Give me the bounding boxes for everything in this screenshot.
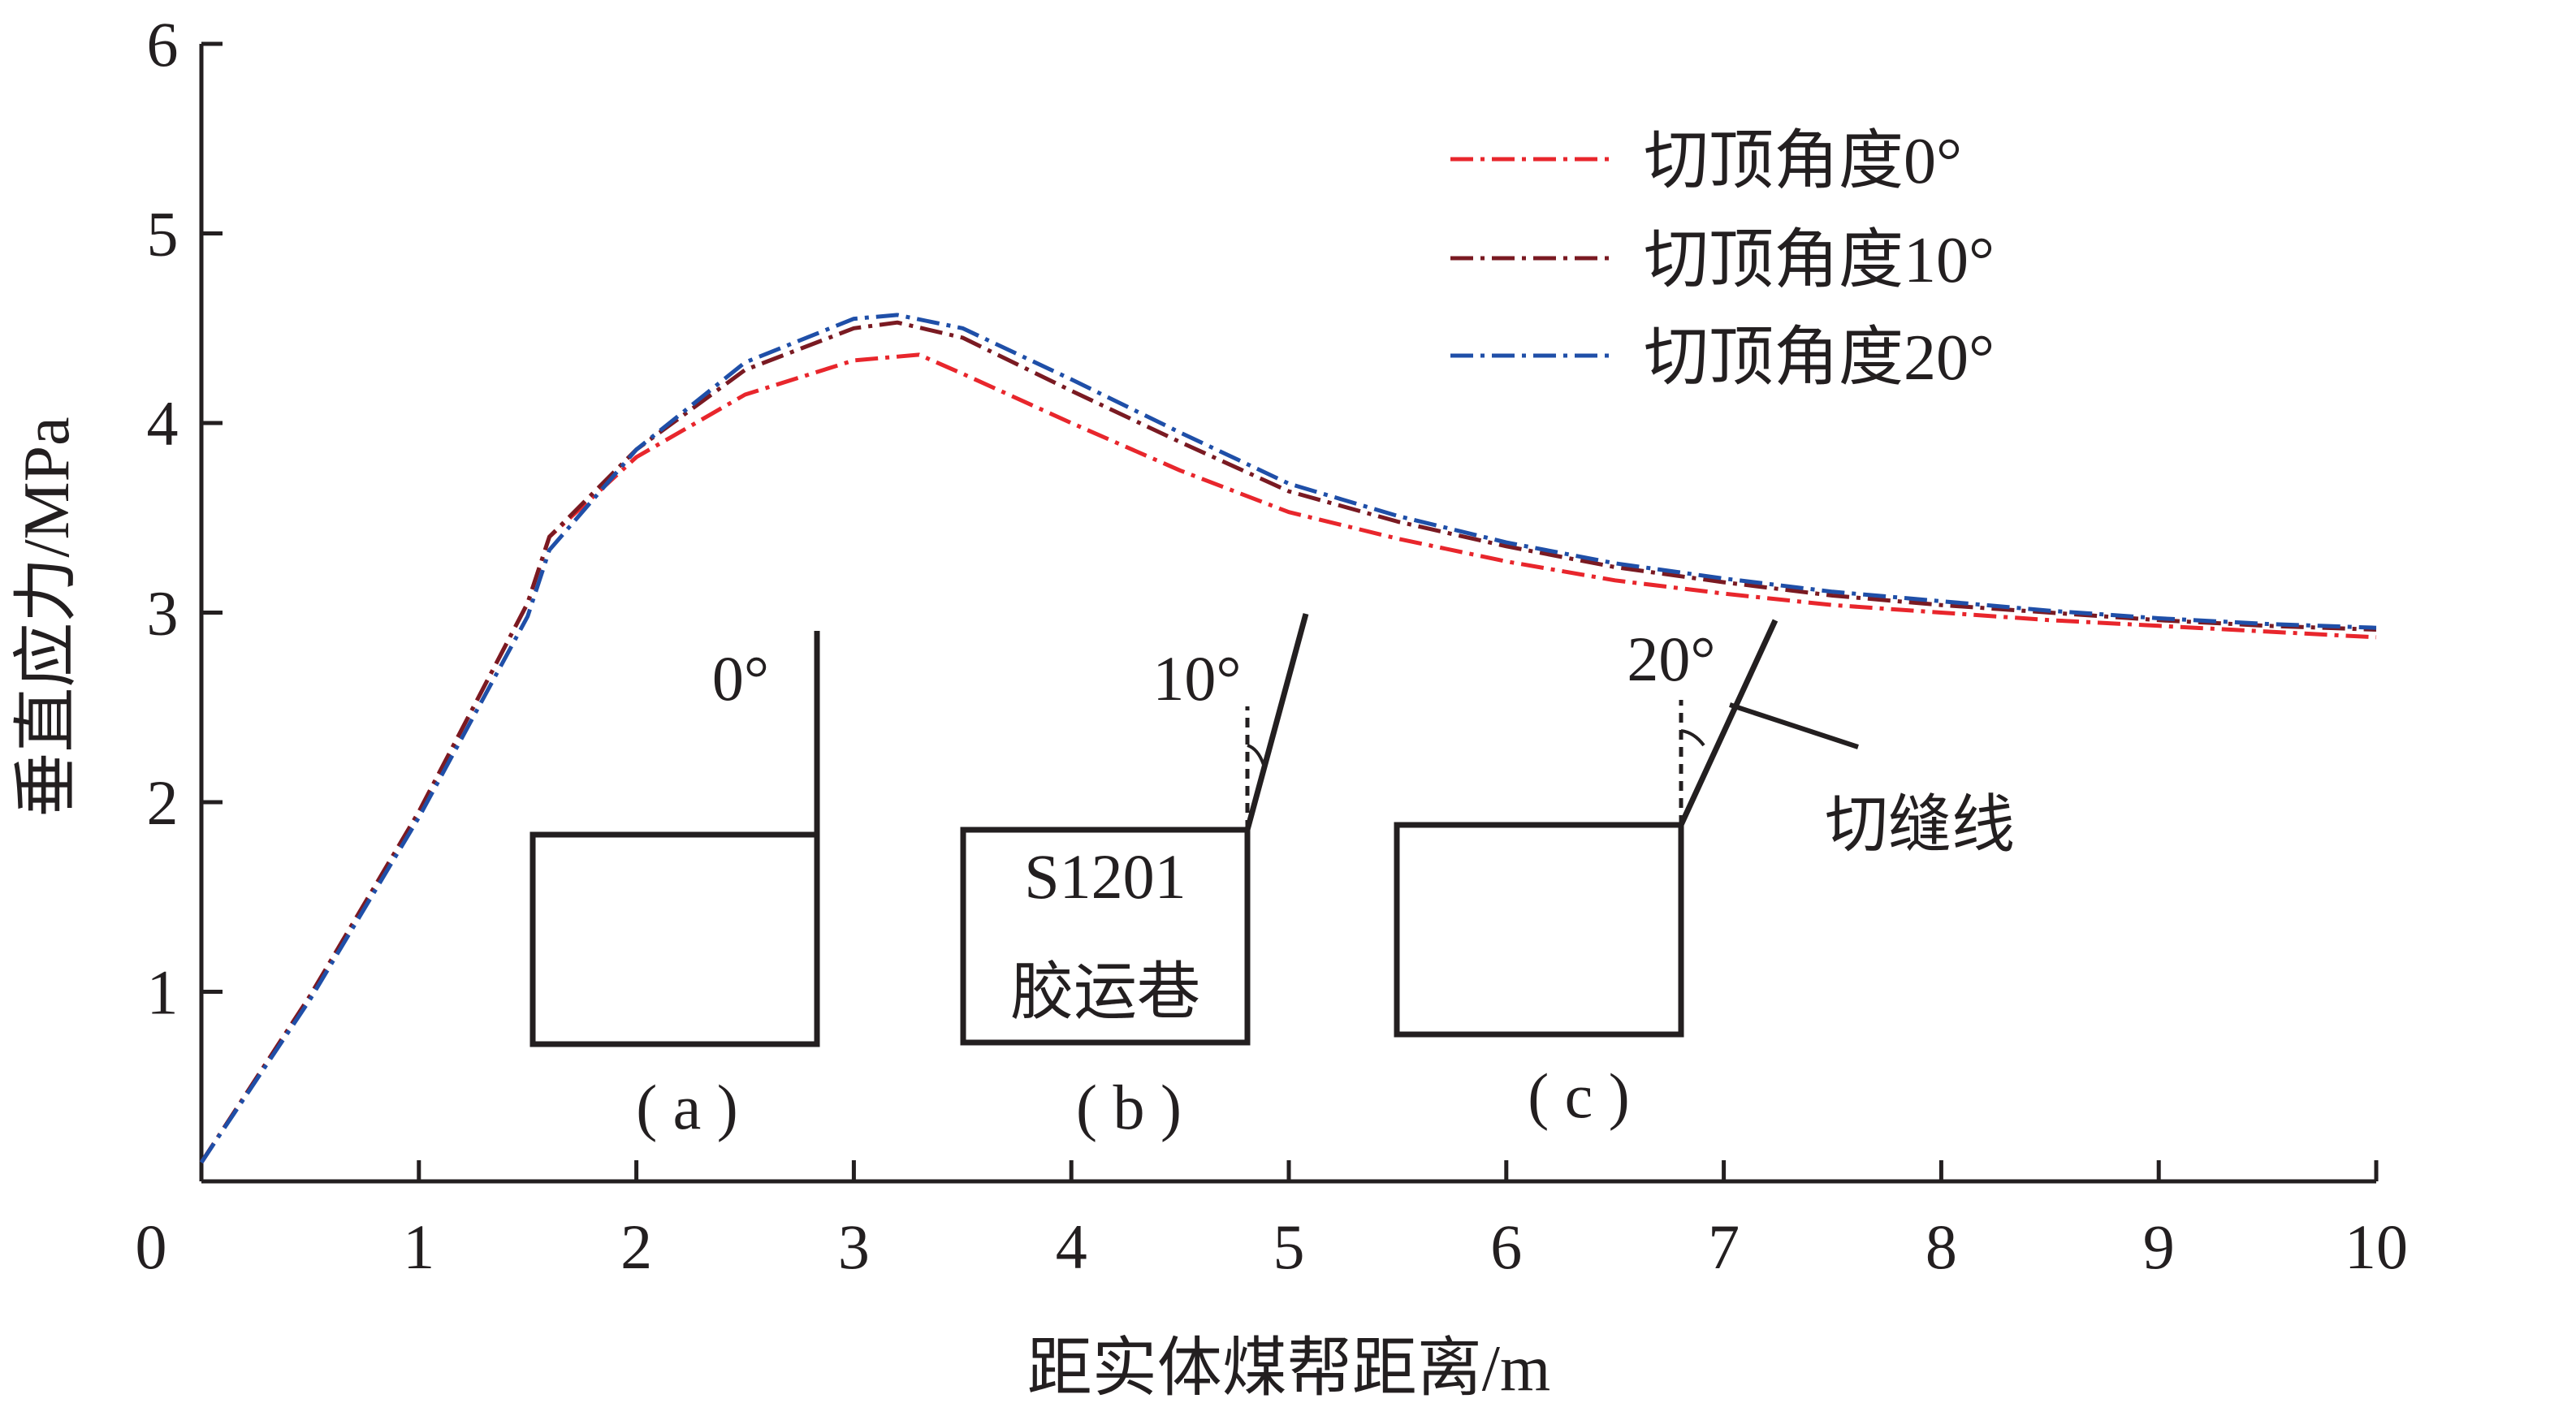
x-tick-label-2: 2: [620, 1211, 652, 1282]
x-tick-label-8: 8: [1926, 1211, 1957, 1282]
y-tick-label-2: 2: [147, 767, 179, 838]
y-tick-label-1: 1: [147, 957, 179, 1028]
y-tick-label-4: 4: [147, 388, 179, 459]
x-tick-label-3: 3: [838, 1211, 870, 1282]
y-tick-label-5: 5: [147, 199, 179, 270]
roadway-box-b: [960, 827, 1251, 1046]
x-ticks: 1 2 3 4 5 6 7 8 9 10: [403, 1160, 2408, 1282]
x-tick-label-4: 4: [1056, 1211, 1087, 1282]
roadway-box-a: [529, 831, 820, 1047]
origin-label: 0: [136, 1211, 167, 1282]
cut-line-label: 切缝线: [1825, 789, 2015, 860]
angle-label-b: 10°: [1152, 643, 1241, 714]
angle-arc-b: [1247, 744, 1265, 766]
x-tick-label-5: 5: [1273, 1211, 1305, 1282]
cut-line-leader: [1729, 702, 1859, 749]
y-ticks: 1 2 3 4 5 6: [147, 9, 223, 1028]
series-layer: [199, 313, 2377, 1164]
inset-c: [1394, 619, 1859, 1038]
x-tick-label-7: 7: [1708, 1211, 1740, 1282]
inset-b: [960, 613, 1309, 1046]
box-text-b-line1: S1201: [1024, 841, 1186, 912]
series-line-1: [199, 320, 2377, 1164]
y-tick-label-6: 6: [147, 9, 179, 80]
cut-line-c: [1678, 619, 1779, 827]
caption-c: ( c ): [1528, 1060, 1630, 1131]
angle-label-a: 0°: [712, 643, 769, 714]
caption-b: ( b ): [1076, 1072, 1182, 1142]
series-line-2: [199, 313, 2377, 1164]
y-axis-title: 垂直应力/MPa: [11, 417, 83, 817]
series-line-0: [199, 352, 2377, 1164]
inset-a: [529, 631, 820, 1047]
x-tick-label-1: 1: [403, 1211, 434, 1282]
legend-label-1: 切顶角度10°: [1644, 225, 1995, 296]
y-tick-label-3: 3: [147, 578, 179, 649]
legend: 切顶角度0° 切顶角度10° 切顶角度20°: [1450, 126, 1995, 394]
box-text-b-line2: 胶运巷: [1010, 956, 1200, 1027]
x-tick-label-9: 9: [2143, 1211, 2175, 1282]
legend-label-2: 切顶角度20°: [1644, 322, 1995, 394]
cut-line-b: [1244, 613, 1309, 831]
x-tick-label-10: 10: [2345, 1211, 2408, 1282]
caption-a: ( a ): [636, 1072, 738, 1142]
roadway-box-c: [1394, 822, 1684, 1038]
x-axis-title: 距实体煤帮距离/m: [1027, 1333, 1550, 1405]
legend-label-0: 切顶角度0°: [1644, 126, 1962, 197]
x-tick-label-6: 6: [1490, 1211, 1522, 1282]
angle-label-c: 20°: [1627, 624, 1715, 694]
angle-arc-c: [1680, 729, 1705, 747]
